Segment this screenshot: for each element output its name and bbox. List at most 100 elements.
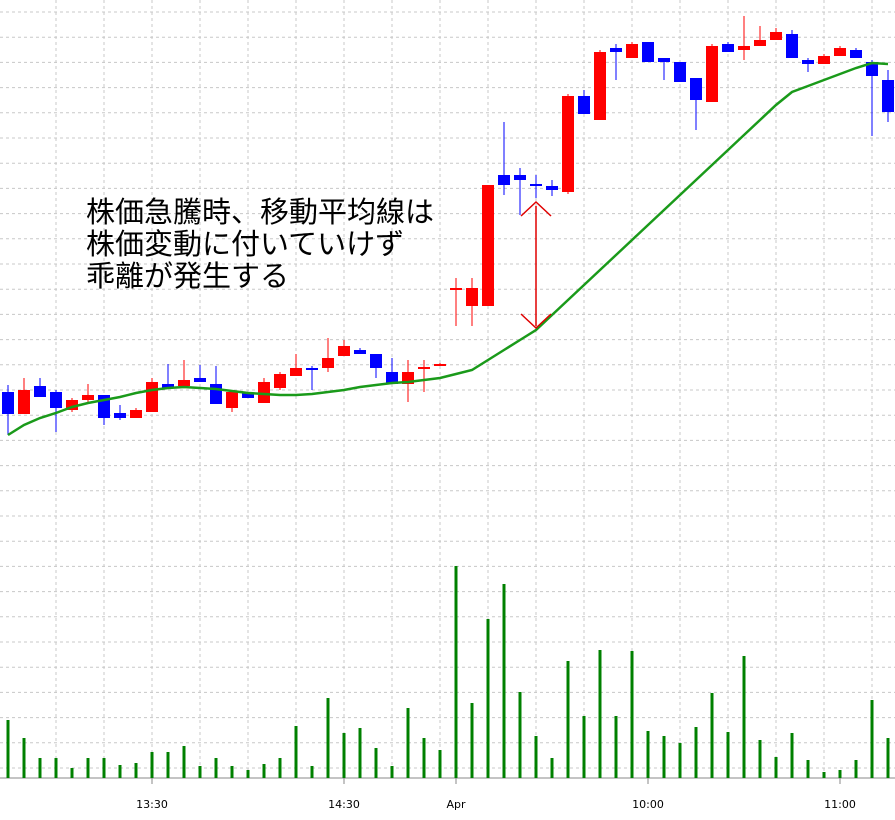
- candle-body: [2, 392, 14, 414]
- volume-bar: [134, 763, 138, 778]
- volume-bar: [550, 758, 554, 778]
- volume-bar: [726, 732, 730, 778]
- candle-body: [706, 46, 718, 102]
- volume-bar: [278, 758, 282, 778]
- candle-body: [514, 175, 526, 180]
- volume-bar: [358, 728, 362, 778]
- candle-body: [498, 175, 510, 185]
- volume-bar: [438, 750, 442, 778]
- candle-body: [82, 395, 94, 400]
- candle-body: [818, 56, 830, 64]
- candle-body: [338, 346, 350, 356]
- volume-bar: [678, 743, 682, 778]
- volume-bar: [6, 720, 10, 778]
- candle-body: [258, 382, 270, 403]
- volume-bar: [150, 752, 154, 778]
- volume-bar: [518, 692, 522, 778]
- volume-bar: [822, 772, 826, 778]
- candle-body: [642, 42, 654, 62]
- candle-body: [162, 384, 174, 388]
- candle-body: [786, 34, 798, 58]
- candle-body: [594, 52, 606, 120]
- candle-body: [690, 78, 702, 100]
- volume-bar: [310, 766, 314, 778]
- candle-body: [274, 374, 286, 388]
- candle-body: [530, 184, 542, 186]
- x-tick-label: 11:00: [824, 798, 856, 811]
- volume-bar: [486, 619, 490, 778]
- gap-arrow-head: [520, 313, 552, 330]
- candle-body: [418, 367, 430, 369]
- volume-bar: [166, 752, 170, 778]
- volume-bar: [342, 733, 346, 778]
- volume-bar: [502, 584, 506, 778]
- candle-body: [322, 358, 334, 368]
- volume-bar: [230, 766, 234, 778]
- volume-bar: [854, 760, 858, 778]
- candle-body: [434, 364, 446, 366]
- candle-body: [290, 368, 302, 376]
- x-tick-label: 13:30: [136, 798, 168, 811]
- volume-bar: [694, 727, 698, 778]
- candle-body: [658, 58, 670, 62]
- volume-bar: [582, 716, 586, 778]
- gap-arrow-head: [520, 200, 552, 217]
- volume-bar: [182, 746, 186, 778]
- candle-body: [50, 392, 62, 408]
- candle-body: [226, 392, 238, 408]
- candle-body: [114, 413, 126, 418]
- candle-body: [210, 384, 222, 404]
- candle-body: [546, 186, 558, 190]
- volume-bar: [102, 758, 106, 778]
- candle-body: [306, 368, 318, 370]
- candle-body: [738, 46, 750, 50]
- candle-body: [194, 378, 206, 382]
- candle-body: [562, 96, 574, 192]
- volume-bar: [54, 758, 58, 778]
- volume-bar: [886, 738, 890, 778]
- candle-body: [610, 48, 622, 52]
- x-tick-label: 10:00: [632, 798, 664, 811]
- volume-bar: [454, 566, 458, 778]
- candle-body: [850, 50, 862, 58]
- candle-body: [866, 62, 878, 76]
- volume-bar: [534, 736, 538, 778]
- volume-bar: [86, 758, 90, 778]
- candle-body: [834, 48, 846, 56]
- volume-bar: [630, 651, 634, 778]
- grid: [0, 0, 895, 779]
- volume-bar: [774, 757, 778, 778]
- volume-bar: [806, 760, 810, 778]
- x-tick-label: Apr: [446, 798, 466, 811]
- annotation: 乖離が発生する: [86, 259, 289, 293]
- volume-bar: [118, 765, 122, 778]
- volume-bar: [758, 740, 762, 778]
- candle-body: [34, 386, 46, 397]
- volume-bar: [838, 770, 842, 778]
- candle-body: [18, 390, 30, 414]
- candle-body: [370, 354, 382, 368]
- annotation: 株価変動に付いていけず: [86, 227, 404, 261]
- candle-body: [674, 62, 686, 82]
- volume-bar: [598, 650, 602, 778]
- volume-bar: [422, 738, 426, 778]
- candle-body: [130, 410, 142, 418]
- candle-body: [450, 288, 462, 290]
- candle-body: [754, 40, 766, 46]
- candle-body: [386, 372, 398, 384]
- annotation: 株価急騰時、移動平均線は: [86, 195, 434, 229]
- volume-bar: [246, 770, 250, 778]
- volume-bar: [790, 733, 794, 778]
- volume-bar: [662, 736, 666, 778]
- volume-bar: [646, 731, 650, 778]
- candle-body: [482, 185, 494, 306]
- volume-bar: [390, 766, 394, 778]
- volume-bar: [294, 726, 298, 778]
- volume-bar: [742, 656, 746, 778]
- candle-body: [770, 32, 782, 40]
- volume-bar: [198, 766, 202, 778]
- moving-average: [7, 61, 889, 437]
- volume-bar: [326, 698, 330, 778]
- candle-body: [626, 44, 638, 58]
